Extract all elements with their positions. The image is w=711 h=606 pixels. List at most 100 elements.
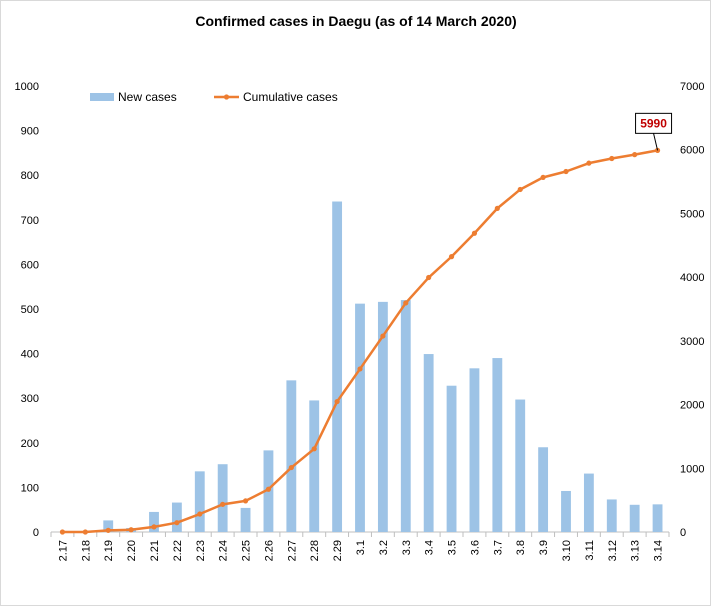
x-tick-label: 3.1 bbox=[355, 540, 367, 555]
y-right-tick-label: 3000 bbox=[680, 336, 704, 348]
y-right-tick-label: 2000 bbox=[680, 400, 704, 412]
x-tick-label: 3.3 bbox=[401, 540, 413, 555]
y-left-tick-label: 300 bbox=[21, 393, 39, 405]
y-left-tick-label: 400 bbox=[21, 349, 39, 361]
cumulative-point bbox=[59, 529, 66, 535]
bar bbox=[240, 507, 251, 532]
y-right-tick-label: 5000 bbox=[680, 208, 704, 220]
y-right-tick-label: 1000 bbox=[680, 463, 704, 475]
callout-leader bbox=[653, 133, 659, 151]
x-tick-label: 3.10 bbox=[561, 540, 573, 561]
cumulative-point bbox=[609, 155, 615, 162]
bar bbox=[446, 385, 457, 532]
x-tick-label: 3.2 bbox=[378, 540, 390, 555]
bar bbox=[583, 473, 594, 532]
cumulative-point bbox=[586, 160, 592, 166]
cumulative-point bbox=[632, 152, 638, 158]
x-tick-label: 2.21 bbox=[149, 540, 161, 561]
cumulative-point bbox=[563, 168, 569, 175]
bar bbox=[103, 520, 114, 532]
legend-marker-cumulative bbox=[223, 94, 230, 100]
x-tick-label: 2.26 bbox=[263, 540, 275, 561]
cumulative-point bbox=[403, 300, 409, 306]
cumulative-point bbox=[288, 464, 294, 471]
cumulative-point bbox=[540, 174, 546, 180]
y-right-tick-label: 4000 bbox=[680, 272, 704, 284]
cumulative-point bbox=[265, 486, 272, 492]
y-right-tick-label: 0 bbox=[680, 527, 686, 539]
x-tick-label: 3.9 bbox=[538, 540, 550, 555]
cumulative-point bbox=[426, 274, 432, 281]
cumulative-point bbox=[220, 501, 226, 507]
y-right-tick-label: 6000 bbox=[680, 145, 704, 157]
x-tick-label: 3.14 bbox=[653, 540, 665, 561]
bar bbox=[538, 447, 549, 532]
x-tick-label: 2.27 bbox=[286, 540, 298, 561]
x-tick-label: 3.7 bbox=[492, 540, 504, 555]
bar bbox=[561, 490, 571, 532]
bar bbox=[149, 511, 159, 532]
bar bbox=[400, 300, 411, 532]
cumulative-point bbox=[197, 511, 203, 517]
cumulative-point bbox=[334, 398, 340, 405]
y-left-tick-label: 1000 bbox=[15, 81, 39, 93]
bar bbox=[286, 380, 297, 532]
cumulative-point bbox=[242, 498, 249, 504]
cumulative-point bbox=[448, 254, 455, 260]
x-tick-label: 3.12 bbox=[607, 540, 619, 561]
x-tick-label: 2.22 bbox=[172, 540, 184, 561]
cumulative-point bbox=[82, 529, 88, 535]
callout-label: 5990 bbox=[640, 116, 667, 130]
cumulative-point bbox=[151, 524, 157, 530]
cumulative-point bbox=[494, 205, 500, 211]
bar bbox=[332, 201, 343, 532]
chart-title: Confirmed cases in Daegu (as of 14 March… bbox=[195, 13, 516, 29]
bar bbox=[629, 504, 640, 532]
cumulative-point bbox=[174, 520, 180, 526]
x-tick-label: 2.17 bbox=[57, 540, 69, 561]
cumulative-point bbox=[517, 186, 523, 193]
bar bbox=[355, 303, 365, 532]
bar bbox=[171, 502, 182, 532]
cumulative-point bbox=[311, 446, 317, 452]
x-tick-label: 2.28 bbox=[309, 540, 321, 561]
x-tick-label: 2.25 bbox=[241, 540, 253, 561]
bar bbox=[309, 400, 320, 532]
legend-label-cumulative: Cumulative cases bbox=[243, 90, 338, 104]
y-left-tick-label: 0 bbox=[33, 527, 39, 539]
x-tick-label: 2.23 bbox=[195, 540, 207, 561]
y-left-tick-label: 500 bbox=[21, 304, 39, 316]
x-tick-label: 2.20 bbox=[126, 540, 138, 561]
legend-swatch-new-cases bbox=[90, 93, 114, 101]
bar bbox=[652, 504, 663, 532]
x-tick-label: 3.11 bbox=[584, 540, 596, 561]
cumulative-point bbox=[357, 366, 363, 372]
cumulative-point bbox=[380, 333, 386, 339]
bar bbox=[492, 358, 503, 532]
bar bbox=[377, 301, 388, 532]
x-tick-label: 3.5 bbox=[447, 540, 459, 555]
x-tick-label: 3.13 bbox=[630, 540, 642, 561]
y-left-tick-label: 800 bbox=[21, 170, 39, 182]
y-right-tick-label: 7000 bbox=[680, 81, 704, 93]
x-tick-label: 2.19 bbox=[103, 540, 115, 561]
bar bbox=[515, 399, 526, 532]
bar bbox=[606, 499, 617, 532]
x-tick-label: 2.24 bbox=[218, 540, 230, 561]
cumulative-point bbox=[128, 527, 134, 533]
bar bbox=[217, 464, 228, 532]
bar bbox=[469, 368, 480, 532]
y-left-tick-label: 200 bbox=[21, 438, 39, 450]
y-left-tick-label: 600 bbox=[21, 259, 39, 271]
bar bbox=[423, 354, 434, 532]
x-tick-label: 2.29 bbox=[332, 540, 344, 561]
x-tick-label: 3.6 bbox=[469, 540, 481, 555]
x-tick-label: 2.18 bbox=[80, 540, 92, 561]
y-left-tick-label: 100 bbox=[21, 482, 39, 494]
y-left-tick-label: 900 bbox=[21, 126, 39, 138]
cumulative-point bbox=[105, 527, 111, 533]
x-tick-label: 3.8 bbox=[515, 540, 527, 555]
legend-label-new-cases: New cases bbox=[118, 90, 177, 104]
